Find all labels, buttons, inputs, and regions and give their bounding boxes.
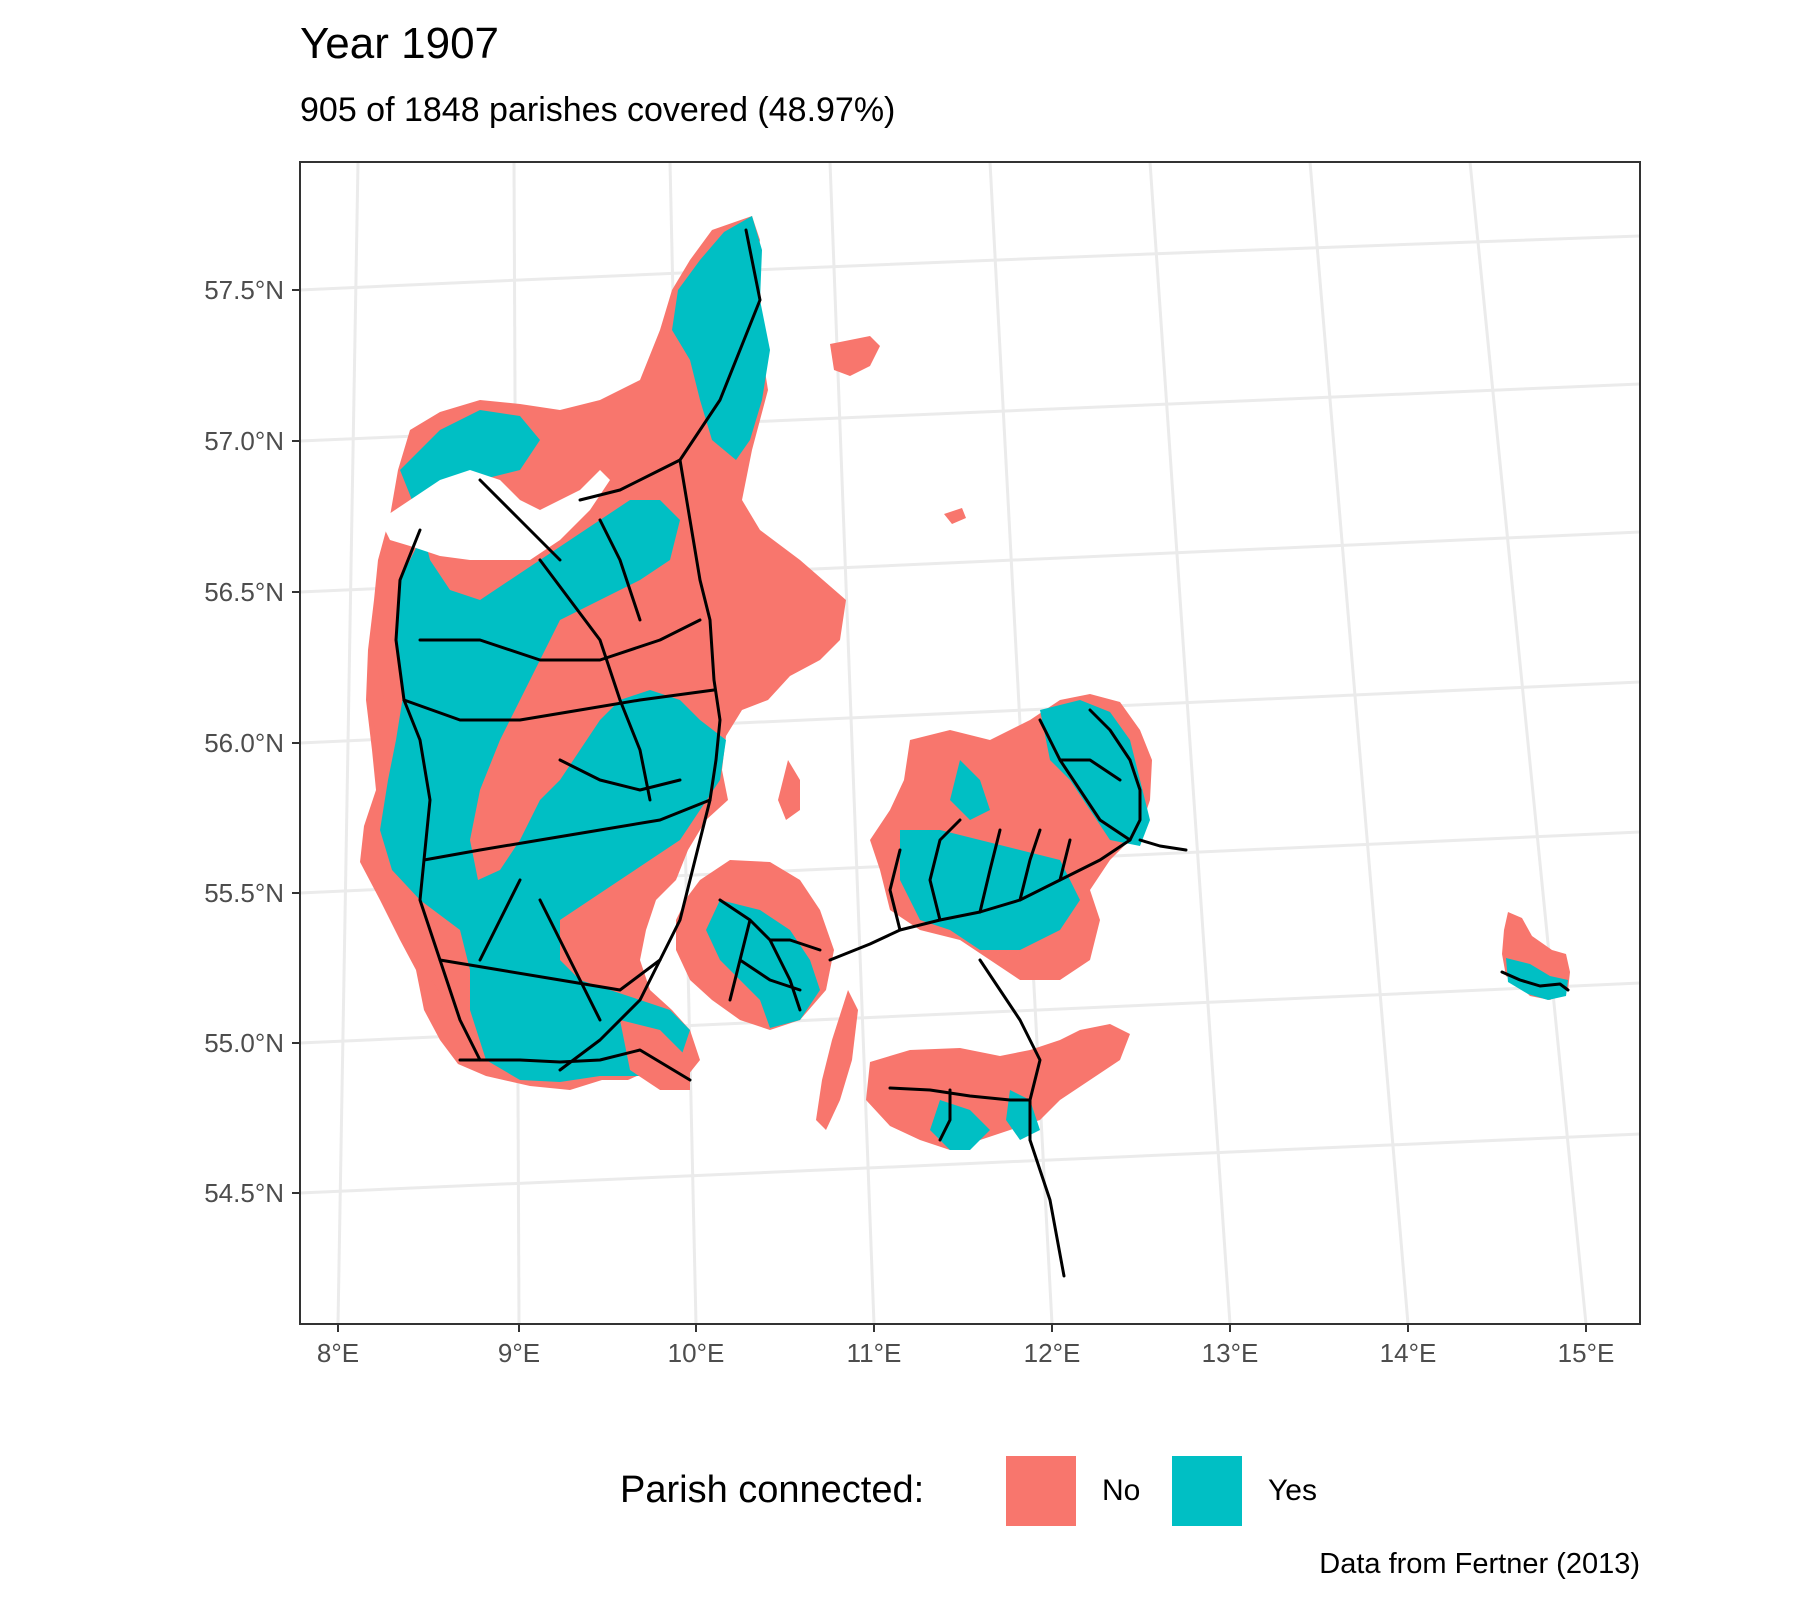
railway-jutland-south-border xyxy=(458,1048,692,1082)
lon-label: 8°E xyxy=(317,1338,359,1368)
lat-label: 57.5°N xyxy=(204,275,284,305)
lat-label: 55.0°N xyxy=(204,1028,284,1058)
railway-north-jutland xyxy=(578,228,762,502)
meridian-8e xyxy=(336,162,360,1324)
legend: Parish connected: No Yes xyxy=(0,1448,1800,1528)
als-land xyxy=(620,1020,690,1090)
railway-network xyxy=(394,228,1570,1278)
legend-label-no: No xyxy=(1102,1474,1141,1507)
lon-label: 9°E xyxy=(498,1338,540,1368)
lon-label: 14°E xyxy=(1380,1338,1437,1368)
lat-label: 55.5°N xyxy=(204,878,284,908)
railway-gedser-warnemunde xyxy=(1028,1138,1066,1278)
railway-funen xyxy=(718,898,822,1012)
meridian-15e xyxy=(1468,162,1588,1324)
lat-label: 56.0°N xyxy=(204,728,284,758)
lat-label: 56.5°N xyxy=(204,577,284,607)
railway-storebaelt-ferry xyxy=(828,928,902,962)
lolland-falster-connected xyxy=(930,1090,1040,1150)
lon-label: 10°E xyxy=(668,1338,725,1368)
railway-bornholm xyxy=(1500,970,1570,992)
legend-title: Parish connected: xyxy=(620,1469,925,1511)
limfjord-water xyxy=(380,470,610,560)
railway-jutland-branches xyxy=(478,478,682,1022)
meridian-11e xyxy=(828,162,876,1324)
railway-jutland-cross-1 xyxy=(418,618,702,662)
langeland-land xyxy=(816,990,858,1130)
legend-key-yes xyxy=(1172,1456,1242,1526)
latitude-axis: 57.5°N 57.0°N 56.5°N 56.0°N 55.5°N 55.0°… xyxy=(204,275,300,1208)
lon-label: 12°E xyxy=(1024,1338,1081,1368)
landmass xyxy=(360,216,1570,1150)
map-subtitle: 905 of 1848 parishes covered (48.97%) xyxy=(300,91,896,129)
parallel-54-5n xyxy=(300,1132,1640,1195)
railway-zealand-north xyxy=(1038,708,1142,842)
railway-zealand-branches xyxy=(888,818,1072,932)
meridian-14e xyxy=(1308,162,1410,1324)
funen-connected xyxy=(706,900,820,1028)
railway-jutland-west-main xyxy=(394,528,482,1062)
legend-key-no xyxy=(1006,1456,1076,1526)
railway-copenhagen-malmo xyxy=(1138,838,1188,852)
lat-label: 57.0°N xyxy=(204,426,284,456)
bornholm-connected xyxy=(1506,958,1568,1000)
legend-label-yes: Yes xyxy=(1268,1474,1317,1507)
data-source-caption: Data from Fertner (2013) xyxy=(1319,1548,1640,1580)
railway-jutland-cross-2 xyxy=(402,688,716,722)
longitude-axis: 8°E 9°E 10°E 11°E 12°E 13°E 14°E 15°E xyxy=(317,1324,1614,1368)
map-title: Year 1907 xyxy=(300,19,500,68)
anholt-land xyxy=(944,508,966,524)
jutland-connected xyxy=(380,216,770,1082)
lon-label: 13°E xyxy=(1202,1338,1259,1368)
lon-label: 15°E xyxy=(1558,1338,1615,1368)
railway-jutland-cross-4 xyxy=(438,958,662,992)
lat-label: 54.5°N xyxy=(204,1178,284,1208)
laeso-land xyxy=(830,336,880,376)
railway-lolland xyxy=(888,1086,1032,1142)
meridian-13e xyxy=(1148,162,1232,1324)
zealand-connected xyxy=(900,700,1150,950)
parallel-57-5n xyxy=(300,234,1640,292)
railway-jutland-cross-3 xyxy=(422,798,712,862)
samso-land xyxy=(778,760,800,820)
lon-label: 11°E xyxy=(847,1338,902,1368)
lolland-falster-land xyxy=(866,1024,1130,1150)
west-coast-islands xyxy=(372,660,444,1020)
